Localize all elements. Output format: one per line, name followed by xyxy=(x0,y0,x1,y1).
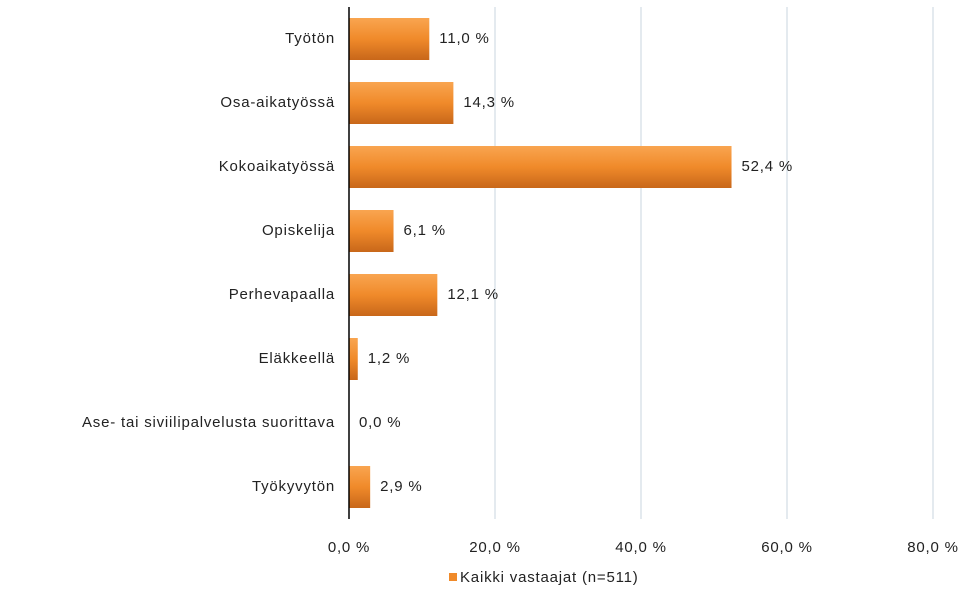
legend-label: Kaikki vastaajat (n=511) xyxy=(460,569,639,586)
y-tick-label: Eläkkeellä xyxy=(259,350,335,367)
data-label: 14,3 % xyxy=(463,94,515,111)
x-tick-label: 60,0 % xyxy=(761,539,813,556)
data-label: 0,0 % xyxy=(359,414,401,431)
y-tick-label: Työtön xyxy=(285,30,335,47)
data-label: 11,0 % xyxy=(439,30,489,47)
bar xyxy=(349,82,454,124)
y-tick-label: Ase- tai siviilipalvelusta suorittava xyxy=(82,414,335,431)
y-tick-label: Perhevapaalla xyxy=(229,286,335,303)
legend-swatch xyxy=(449,573,457,581)
bar xyxy=(349,466,371,508)
y-tick-label: Opiskelija xyxy=(262,222,335,239)
data-label: 52,4 % xyxy=(742,158,794,175)
y-tick-label: Kokoaikatyössä xyxy=(219,158,335,175)
data-label: 12,1 % xyxy=(447,286,499,303)
y-tick-label: Osa-aikatyössä xyxy=(220,94,335,111)
data-label: 1,2 % xyxy=(368,350,410,367)
bar xyxy=(349,210,394,252)
bar xyxy=(349,338,358,380)
x-tick-label: 20,0 % xyxy=(469,539,521,556)
x-tick-label: 80,0 % xyxy=(907,539,959,556)
x-tick-label: 0,0 % xyxy=(328,539,370,556)
y-tick-label: Työkyvytön xyxy=(252,478,335,495)
data-label: 2,9 % xyxy=(380,478,422,495)
bar xyxy=(349,274,438,316)
bar xyxy=(349,18,430,60)
bar xyxy=(349,146,732,188)
x-tick-label: 40,0 % xyxy=(615,539,667,556)
data-label: 6,1 % xyxy=(404,222,446,239)
